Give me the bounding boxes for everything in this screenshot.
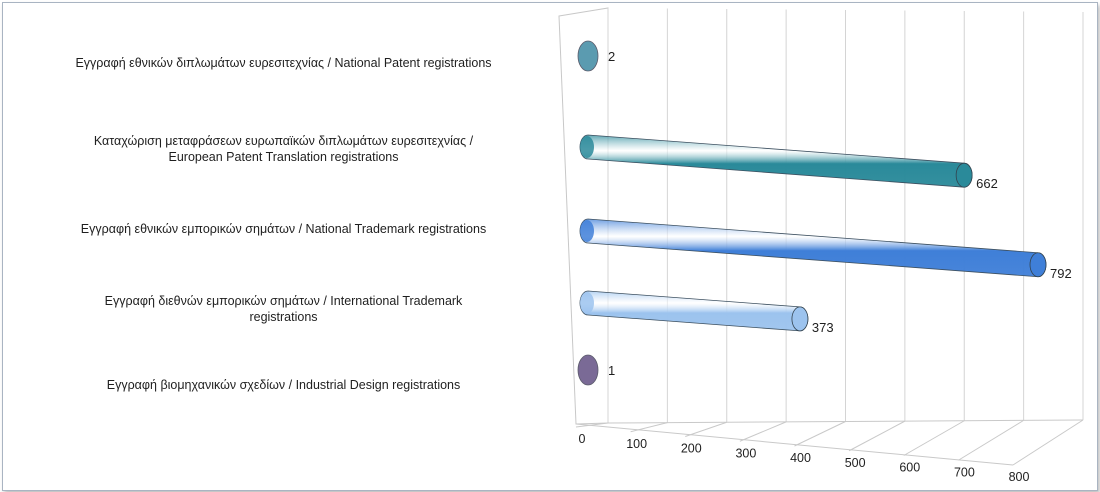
category-label: Εγγραφή διεθνών εμπορικών σημάτων / Inte…	[104, 294, 463, 324]
gridlines	[575, 8, 1084, 466]
category-label: Καταχώριση μεταφράσεων ευρωπαϊκών διπλωμ…	[93, 134, 474, 164]
tick-label: 600	[899, 461, 920, 475]
floor-gridline	[739, 421, 787, 442]
tick-label: 100	[626, 437, 647, 451]
tick-label: 0	[579, 432, 586, 446]
tick-label: 700	[954, 465, 975, 479]
data-label: 2	[608, 49, 615, 64]
floor-gridline	[958, 419, 1024, 461]
floor-gridline	[903, 420, 965, 456]
data-labels: 2 662 792 373 1	[608, 49, 1072, 378]
bar	[577, 354, 599, 386]
category-label: Εγγραφή βιομηχανικών σχεδίων / Industria…	[106, 378, 461, 392]
category-label: Εγγραφή εθνικών διπλωμάτων ευρεσιτεχνίας…	[75, 56, 492, 70]
data-label: 373	[812, 320, 834, 335]
bar	[579, 218, 1047, 278]
x-axis-ticks: 0 100 200 300 400 500 600 700 800	[579, 432, 1030, 484]
data-label: 792	[1050, 266, 1072, 281]
floor-gridline	[685, 421, 727, 437]
bar	[579, 134, 973, 188]
tick-label: 800	[1009, 470, 1030, 484]
tick-label: 400	[790, 451, 811, 465]
data-label: 662	[976, 176, 998, 191]
bar	[579, 290, 809, 332]
floor-gridline	[630, 422, 668, 433]
floor-gridline	[794, 421, 846, 447]
bar-chart: 0 100 200 300 400 500 600 700 800 2 662 792 373 1	[558, 7, 1084, 484]
floor-gridline	[848, 420, 906, 452]
floor-gridline	[1012, 419, 1084, 466]
category-label: Εγγραφή εθνικών εμπορικών σημάτων / Nati…	[80, 222, 487, 236]
tick-label: 200	[681, 442, 702, 456]
back-floor-edge	[607, 419, 1084, 424]
floor-edge	[575, 423, 1014, 466]
data-label: 1	[608, 363, 615, 378]
bars	[577, 40, 1047, 386]
tick-label: 300	[735, 446, 756, 460]
tick-label: 500	[845, 456, 866, 470]
bar	[577, 40, 599, 72]
